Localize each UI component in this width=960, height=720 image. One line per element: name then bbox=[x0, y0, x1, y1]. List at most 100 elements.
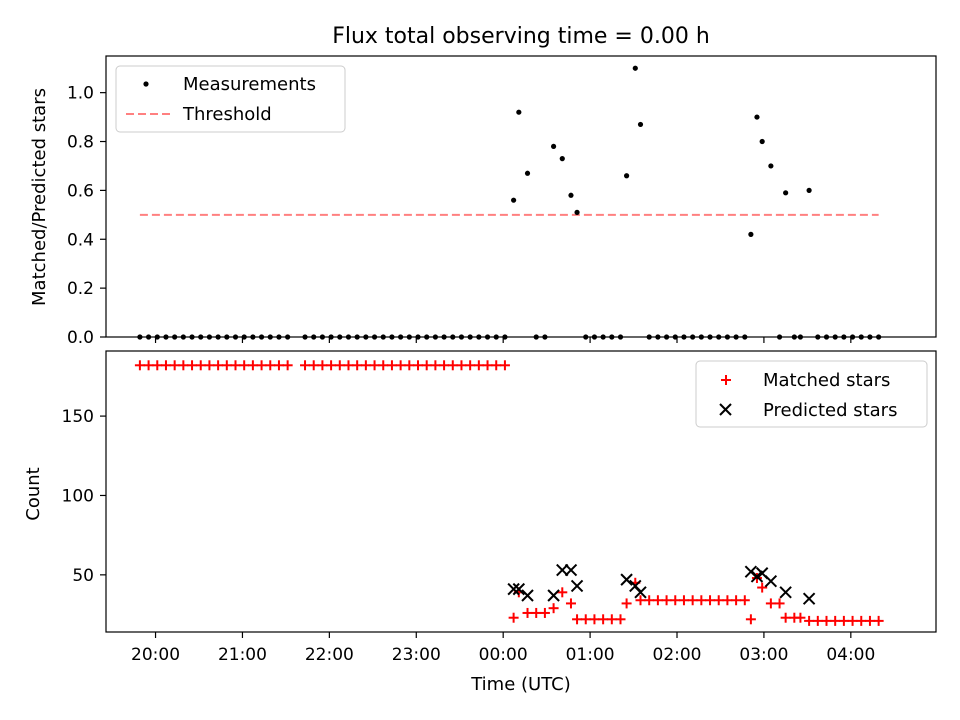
legend-label-predicted-stars: Predicted stars bbox=[763, 400, 897, 421]
matched-star-point bbox=[821, 615, 832, 626]
measurement-point bbox=[632, 65, 638, 71]
top-y-tick-label: 0.4 bbox=[67, 230, 94, 250]
measurement-point bbox=[524, 170, 531, 176]
matched-star-point bbox=[572, 614, 583, 625]
x-tick-label: 01:00 bbox=[566, 645, 615, 665]
matched-star-point bbox=[780, 612, 791, 623]
matched-star-point bbox=[838, 615, 849, 626]
matched-star-point bbox=[873, 615, 884, 626]
matched-star-point bbox=[439, 360, 450, 371]
matched-star-point bbox=[856, 615, 867, 626]
top-legend-box bbox=[115, 65, 346, 133]
bottom-x-ticks: 20:00 21:00 22:00 23:00 00:00 01:00 02:00 03:00… bbox=[131, 632, 875, 665]
matched-star-point bbox=[317, 360, 328, 371]
matched-star-point bbox=[652, 595, 663, 606]
bottom-y-tick-label: 150 bbox=[62, 407, 94, 427]
matched-star-point bbox=[352, 360, 363, 371]
matched-star-point bbox=[522, 607, 533, 618]
matched-star-point bbox=[230, 360, 241, 371]
top-y-tick-label: 0.0 bbox=[67, 328, 94, 348]
matched-star-point bbox=[774, 598, 785, 609]
matched-star-point bbox=[413, 360, 424, 371]
matched-star-point bbox=[548, 603, 559, 614]
measurement-point bbox=[574, 209, 580, 215]
matched-star-point bbox=[256, 360, 267, 371]
matched-star-point bbox=[343, 360, 354, 371]
matched-star-point bbox=[739, 595, 750, 606]
matched-star-point bbox=[830, 615, 841, 626]
x-tick-label: 03:00 bbox=[739, 645, 788, 665]
matched-star-point bbox=[178, 360, 189, 371]
top-y-axis-label: Matched/Predicted stars bbox=[29, 88, 50, 306]
matched-star-point bbox=[557, 587, 568, 598]
matched-star-point bbox=[273, 360, 284, 371]
predicted-star-point bbox=[564, 563, 578, 577]
matched-star-point bbox=[221, 360, 232, 371]
matched-star-point bbox=[491, 360, 502, 371]
matched-star-point bbox=[847, 615, 858, 626]
x-tick-label: 23:00 bbox=[392, 645, 441, 665]
matched-star-point bbox=[421, 360, 432, 371]
legend-label-measurements: Measurements bbox=[183, 74, 316, 95]
bottom-plot-frame bbox=[105, 350, 937, 633]
measurement-point bbox=[768, 163, 774, 169]
matched-star-point bbox=[705, 595, 716, 606]
matched-star-point bbox=[765, 598, 776, 609]
matched-star-point bbox=[169, 360, 180, 371]
matched-star-point bbox=[812, 615, 823, 626]
bottom-y-axis-label: Count bbox=[23, 467, 44, 520]
matched-star-point bbox=[687, 595, 698, 606]
x-tick-label: 20:00 bbox=[131, 645, 180, 665]
matched-star-point bbox=[606, 614, 617, 625]
legend-label-matched-stars: Matched stars bbox=[763, 370, 890, 391]
matched-star-point bbox=[360, 360, 371, 371]
matched-star-point bbox=[143, 360, 154, 371]
top-plot-frame bbox=[105, 55, 937, 338]
matched-star-point bbox=[644, 595, 655, 606]
predicted-star-point bbox=[512, 582, 526, 596]
measurement-point bbox=[568, 192, 574, 198]
x-axis-label: Time (UTC) bbox=[470, 674, 571, 695]
matched-star-point bbox=[334, 360, 345, 371]
matched-star-point bbox=[204, 360, 215, 371]
predicted-star-point bbox=[779, 586, 792, 599]
bottom-legend: Matched stars Predicted stars bbox=[695, 360, 928, 428]
matched-star-point bbox=[395, 360, 406, 371]
measurement-point bbox=[550, 143, 557, 150]
matched-star-point bbox=[499, 360, 510, 371]
legend-label-threshold: Threshold bbox=[182, 104, 272, 125]
bottom-series bbox=[134, 360, 884, 626]
predicted-star-point bbox=[547, 589, 560, 602]
matched-star-point bbox=[160, 360, 171, 371]
matched-star-point bbox=[282, 360, 293, 371]
matched-star-point bbox=[615, 614, 626, 625]
matched-star-point bbox=[864, 615, 875, 626]
matched-star-point bbox=[804, 615, 815, 626]
measurement-point bbox=[783, 190, 789, 196]
measurement-point bbox=[623, 173, 630, 179]
matched-star-point bbox=[670, 595, 681, 606]
matched-star-point bbox=[134, 360, 145, 371]
bottom-y-tick-label: 50 bbox=[72, 566, 94, 586]
predicted-star-point bbox=[802, 592, 816, 605]
bottom-y-ticks: 50 100 150 bbox=[62, 407, 106, 586]
top-y-tick-label: 1.0 bbox=[67, 84, 94, 104]
predicted-star-point bbox=[521, 589, 534, 602]
top-y-tick-label: 0.2 bbox=[67, 279, 94, 299]
matched-star-point bbox=[795, 612, 806, 623]
matched-star-point bbox=[635, 595, 646, 606]
matched-star-point bbox=[378, 360, 389, 371]
predicted-star-point bbox=[634, 586, 647, 599]
measurement-point bbox=[511, 197, 517, 203]
matched-star-point bbox=[456, 360, 467, 371]
matched-star-point bbox=[598, 614, 609, 625]
matched-star-point bbox=[745, 614, 756, 625]
bottom-y-tick-label: 100 bbox=[62, 486, 94, 506]
top-y-tick-label: 0.6 bbox=[67, 181, 94, 201]
matched-star-point bbox=[531, 607, 542, 618]
matched-star-point bbox=[447, 360, 458, 371]
top-axes: 0.0 0.2 0.4 0.6 0.8 1.0 Matched/Predicted sta… bbox=[29, 55, 937, 348]
matched-star-point bbox=[265, 360, 276, 371]
matched-star-point bbox=[386, 360, 397, 371]
